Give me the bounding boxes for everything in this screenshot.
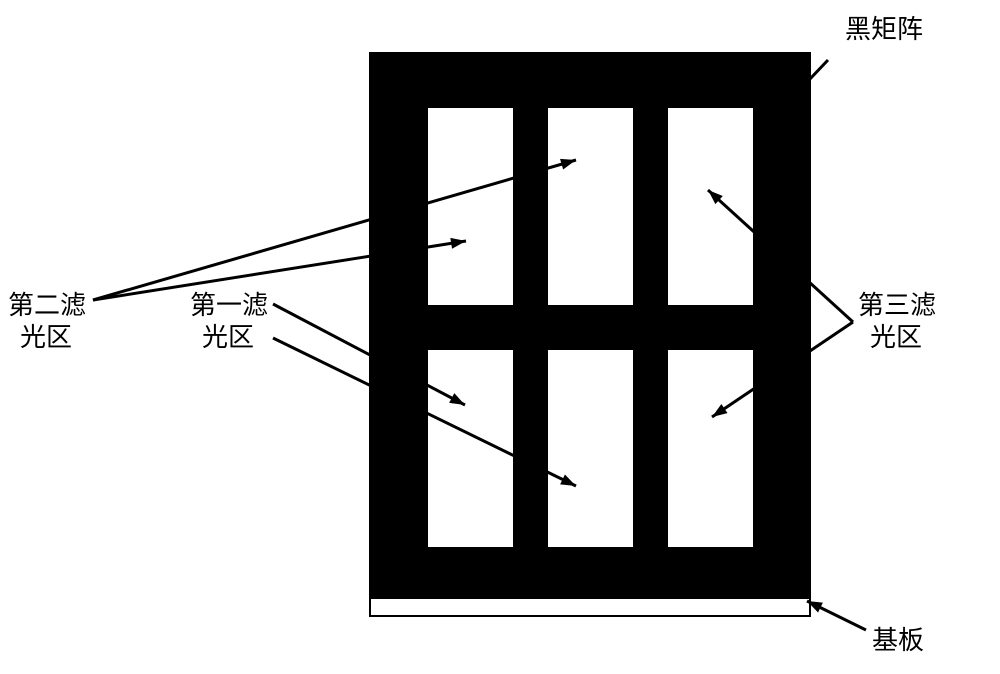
label-filter1-line1: 第一滤 [190,291,268,320]
label-substrate: 基板 [872,626,924,655]
filter-aperture [428,108,513,305]
label-filter2-line1: 第二滤 [8,291,86,320]
label-filter3-line1: 第三滤 [858,291,936,320]
filter-aperture [548,350,633,547]
filter-aperture [668,350,753,547]
label-filter1-line2: 光区 [202,323,254,352]
label-black-matrix: 黑矩阵 [845,15,923,44]
label-filter2-line2: 光区 [20,323,72,352]
filter-aperture [668,108,753,305]
filter-aperture [548,108,633,305]
label-filter3-line2: 光区 [870,323,922,352]
